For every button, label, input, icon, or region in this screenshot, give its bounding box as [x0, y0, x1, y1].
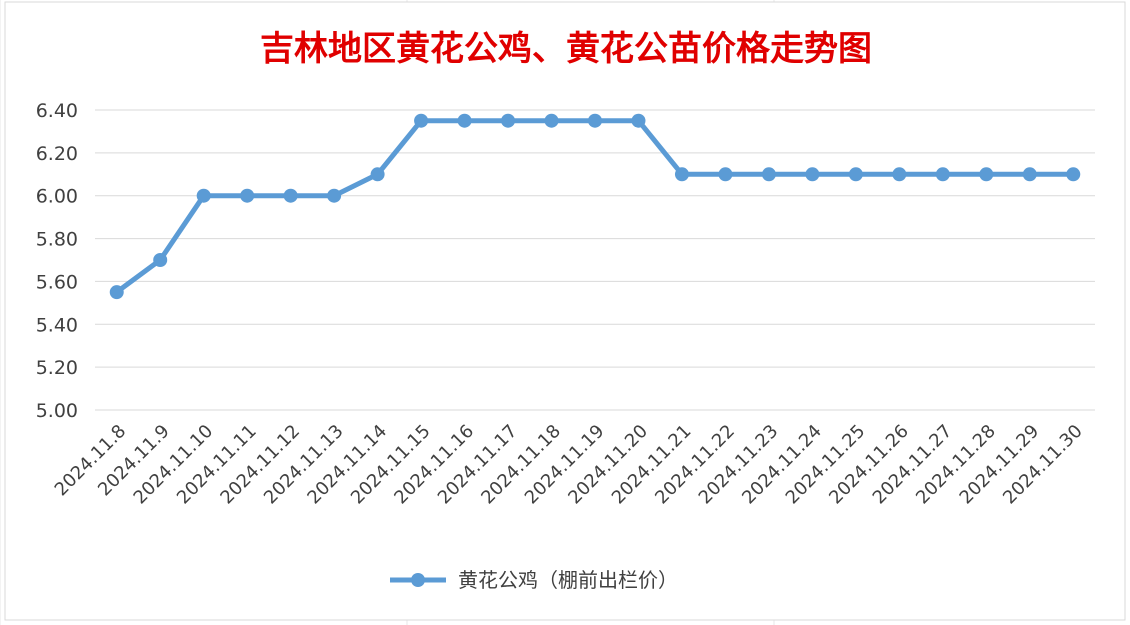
y-tick-label: 5.20: [36, 357, 78, 379]
data-point[interactable]: [1066, 167, 1081, 182]
data-point[interactable]: [1022, 167, 1037, 182]
data-point[interactable]: [979, 167, 994, 182]
data-point[interactable]: [457, 113, 472, 128]
y-tick-label: 6.40: [36, 100, 78, 122]
legend[interactable]: 黄花公鸡（棚前出栏价）: [390, 568, 678, 592]
data-point[interactable]: [805, 167, 820, 182]
data-point[interactable]: [414, 113, 429, 128]
data-point[interactable]: [109, 285, 124, 300]
data-point[interactable]: [327, 188, 342, 203]
data-point[interactable]: [501, 113, 516, 128]
chart-frame[interactable]: [4, 1, 1126, 621]
data-point[interactable]: [892, 167, 907, 182]
legend-point-marker: [411, 573, 425, 587]
y-tick-label: 5.80: [36, 229, 78, 251]
y-tick-label: 5.60: [36, 271, 78, 293]
data-point[interactable]: [240, 188, 255, 203]
y-tick-label: 5.00: [36, 400, 78, 422]
data-point[interactable]: [848, 167, 863, 182]
data-point[interactable]: [935, 167, 950, 182]
data-point[interactable]: [196, 188, 211, 203]
data-point[interactable]: [370, 167, 385, 182]
chart-title: 吉林地区黄花公鸡、黄花公苗价格走势图: [260, 29, 872, 69]
legend-label: 黄花公鸡（棚前出栏价）: [458, 568, 678, 592]
data-point[interactable]: [674, 167, 689, 182]
data-point[interactable]: [718, 167, 733, 182]
y-axis: 5.00 5.20 5.40 5.60 5.80 6.00 6.20 6.40: [36, 100, 78, 422]
data-point[interactable]: [761, 167, 776, 182]
data-point[interactable]: [588, 113, 602, 128]
data-point[interactable]: [631, 113, 646, 128]
gridlines: [95, 109, 1095, 411]
data-point[interactable]: [153, 253, 168, 267]
y-tick-label: 5.40: [36, 314, 78, 336]
y-tick-label: 6.00: [36, 186, 78, 208]
y-tick-label: 6.20: [36, 143, 78, 165]
data-point[interactable]: [283, 188, 298, 203]
series-layer: [109, 113, 1081, 300]
data-point[interactable]: [544, 113, 559, 128]
